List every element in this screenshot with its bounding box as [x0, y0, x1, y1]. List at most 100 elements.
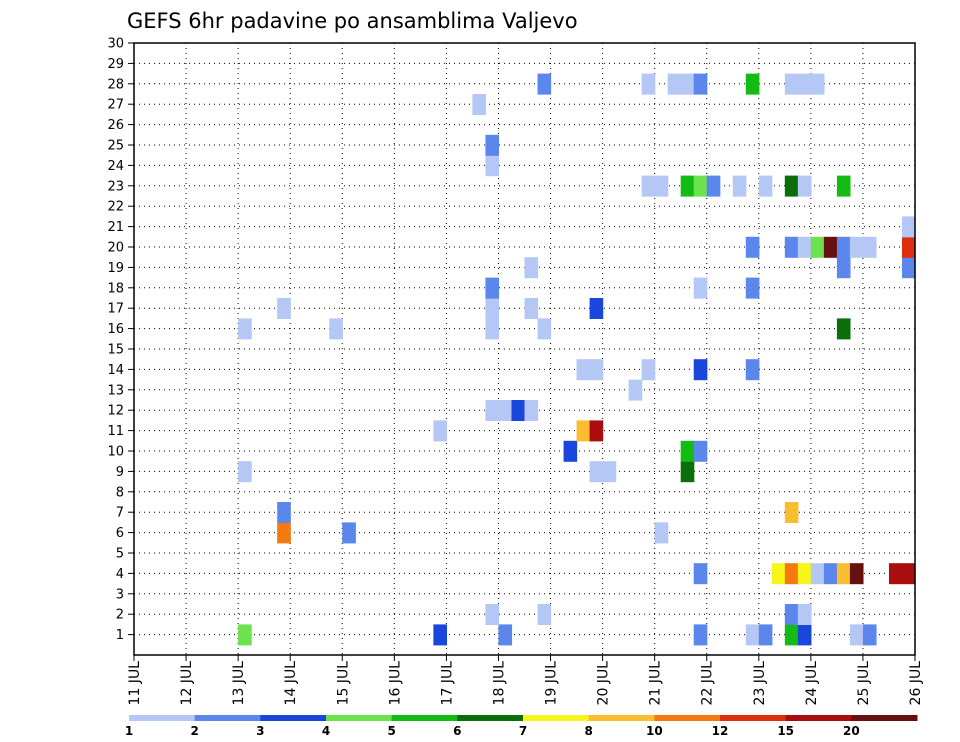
precip-cell	[693, 624, 708, 646]
colorbar-label: 3	[256, 724, 264, 738]
precip-cell	[797, 624, 812, 646]
precip-cell	[667, 73, 682, 95]
precip-cell	[277, 522, 291, 544]
precip-cell	[238, 318, 252, 340]
colorbar-segment	[326, 715, 393, 721]
precip-cell	[485, 134, 500, 156]
precip-cell	[706, 175, 721, 197]
precip-cell	[693, 277, 708, 299]
precip-cell	[797, 604, 812, 625]
colorbar-segment	[588, 715, 655, 721]
precip-cell	[849, 236, 864, 258]
precip-cell	[836, 563, 851, 585]
precip-cell	[693, 359, 708, 381]
precip-cell	[784, 236, 799, 258]
y-tick-label: 19	[107, 261, 124, 276]
y-tick-label: 1	[116, 628, 124, 643]
precip-cell	[277, 298, 291, 319]
precip-cell	[641, 359, 656, 381]
precip-cell	[810, 73, 825, 95]
precip-cell	[745, 624, 760, 646]
x-tick-label: 15 JUL	[335, 661, 351, 706]
precip-cell	[537, 318, 552, 340]
y-tick-label: 3	[116, 587, 124, 602]
y-axis: 1234567891011121314151617181920212223242…	[107, 37, 134, 643]
precip-cell	[576, 420, 591, 442]
precip-cell	[901, 216, 916, 238]
y-tick-label: 4	[116, 567, 124, 582]
precip-cell	[732, 175, 747, 197]
y-tick-label: 13	[107, 383, 124, 398]
precip-cell	[849, 624, 864, 646]
x-tick-label: 18 JUL	[491, 661, 507, 706]
precip-cell	[771, 563, 786, 585]
precip-cell	[472, 94, 487, 115]
precip-cell	[485, 155, 500, 177]
y-tick-label: 27	[107, 98, 124, 113]
colorbar-label: 12	[712, 724, 729, 738]
x-tick-label: 12 JUL	[179, 661, 195, 706]
precip-cell	[836, 175, 851, 197]
precip-cell	[576, 359, 591, 381]
precip-cell	[693, 563, 708, 585]
precip-cell	[758, 175, 773, 197]
precip-cell	[589, 359, 604, 381]
colorbar-segment	[720, 715, 787, 721]
precip-cell	[836, 318, 851, 340]
y-tick-label: 12	[107, 404, 124, 419]
precip-cell	[823, 236, 838, 258]
precip-cell	[888, 563, 903, 585]
precip-cell	[758, 624, 773, 646]
precip-cell	[654, 175, 669, 197]
colorbar-segment	[523, 715, 590, 721]
colorbar-segment	[851, 715, 918, 721]
precip-cell	[784, 604, 799, 625]
y-tick-label: 29	[107, 57, 124, 72]
precip-cell	[784, 624, 799, 646]
precip-cell	[797, 563, 812, 585]
x-tick-label: 24 JUL	[804, 661, 820, 706]
precip-cell	[784, 175, 799, 197]
y-tick-label: 9	[116, 465, 124, 480]
y-tick-label: 24	[107, 159, 124, 174]
precip-cell	[745, 73, 760, 95]
precip-cell	[693, 73, 708, 95]
precip-cell	[745, 359, 760, 381]
precip-cell	[797, 236, 812, 258]
y-tick-label: 15	[107, 343, 124, 358]
x-tick-label: 23 JUL	[752, 661, 768, 706]
precip-cell	[849, 563, 864, 585]
y-tick-label: 2	[116, 608, 124, 623]
precip-cell	[836, 236, 851, 258]
colorbar-segment	[194, 715, 261, 721]
precip-cell	[485, 400, 500, 421]
precip-cell	[511, 400, 526, 421]
colorbar-label: 10	[646, 724, 663, 738]
y-tick-label: 28	[107, 77, 124, 92]
precip-cell	[901, 563, 916, 585]
y-tick-label: 17	[107, 302, 124, 317]
y-tick-label: 20	[107, 241, 124, 256]
precip-cell	[680, 440, 695, 462]
precip-cell	[680, 175, 695, 197]
precip-cell	[589, 298, 604, 319]
precip-cell	[654, 522, 669, 544]
y-tick-label: 8	[116, 485, 124, 500]
y-tick-label: 21	[107, 220, 124, 235]
y-tick-label: 25	[107, 139, 124, 154]
precip-cell	[784, 563, 799, 585]
precip-cell	[524, 257, 539, 279]
colorbar-label: 7	[519, 724, 527, 738]
colorbar-label: 20	[843, 724, 860, 738]
precip-cell	[485, 298, 500, 319]
precip-cell	[589, 461, 604, 483]
precip-cell	[628, 379, 643, 401]
colorbar-segment	[785, 715, 852, 721]
precip-cell	[563, 440, 578, 462]
colorbar-segment	[260, 715, 327, 721]
y-tick-label: 30	[107, 37, 124, 52]
precip-cell	[862, 624, 877, 646]
precip-cell	[693, 440, 708, 462]
y-tick-label: 11	[107, 424, 124, 439]
y-tick-label: 6	[116, 526, 124, 541]
